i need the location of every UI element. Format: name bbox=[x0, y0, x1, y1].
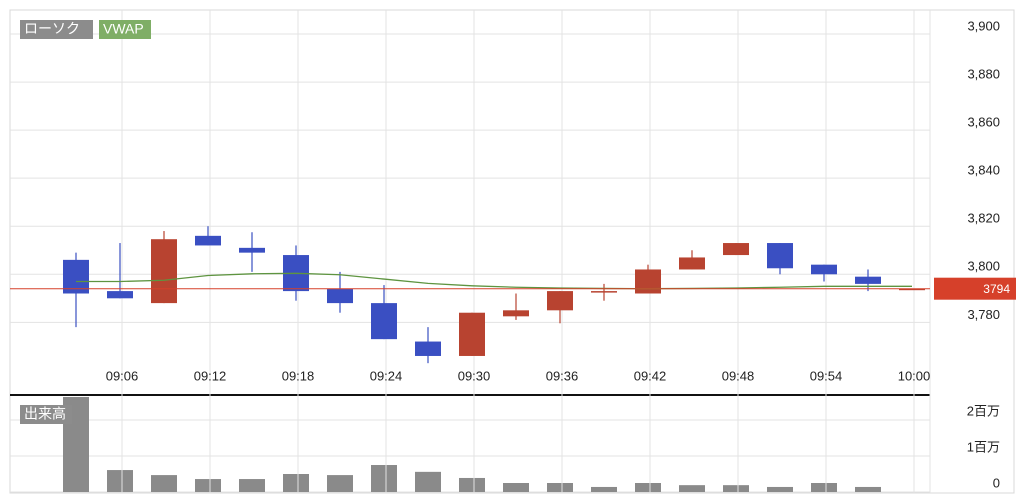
x-tick-label: 09:24 bbox=[370, 368, 403, 383]
legend-label: 出来高 bbox=[24, 406, 66, 422]
legend-box bbox=[20, 20, 93, 39]
volume-bar bbox=[767, 486, 793, 492]
y-tick-label: 3,780 bbox=[967, 307, 1000, 322]
volume-bar bbox=[723, 485, 749, 492]
volume-bar bbox=[371, 465, 397, 492]
candle-body bbox=[503, 310, 529, 317]
candle-body bbox=[679, 257, 705, 270]
legend-label: VWAP bbox=[103, 21, 144, 37]
volume-bar bbox=[107, 470, 133, 492]
volume-bar bbox=[811, 483, 837, 492]
candle-body bbox=[107, 291, 133, 299]
y-tick-label: 3,800 bbox=[967, 259, 1000, 274]
y-tick-label: 3,860 bbox=[967, 115, 1000, 130]
y-tick-label: 3,900 bbox=[967, 18, 1000, 33]
candle-body bbox=[591, 291, 617, 293]
volume-bar bbox=[635, 483, 661, 492]
y-tick-label: 2百万 bbox=[967, 403, 1000, 418]
candle-body bbox=[195, 235, 221, 246]
y-tick-label: 3,840 bbox=[967, 163, 1000, 178]
candle-body bbox=[635, 269, 661, 294]
x-tick-label: 09:12 bbox=[194, 368, 227, 383]
y-tick-label: 3,820 bbox=[967, 211, 1000, 226]
candle-body bbox=[811, 264, 837, 275]
candle-body bbox=[151, 239, 177, 304]
candle-body bbox=[327, 288, 353, 304]
x-tick-label: 09:36 bbox=[546, 368, 579, 383]
volume-bar bbox=[283, 474, 309, 492]
vwap-line bbox=[76, 272, 912, 290]
last-price-tag bbox=[934, 277, 1016, 300]
volume-bar bbox=[855, 486, 881, 492]
volume-bar bbox=[591, 486, 617, 492]
volume-bar bbox=[547, 483, 573, 492]
x-tick-label: 10:00 bbox=[898, 368, 931, 383]
candle-body bbox=[239, 247, 265, 253]
candle-body bbox=[855, 276, 881, 284]
last-price-label: 3794 bbox=[983, 282, 1010, 296]
volume-bar bbox=[151, 475, 177, 492]
legend-label: ローソク bbox=[24, 21, 80, 37]
volume-bar bbox=[415, 471, 441, 492]
candle-body bbox=[767, 243, 793, 269]
candle-body bbox=[899, 288, 925, 291]
frame bbox=[9, 9, 1015, 494]
volume-bar bbox=[679, 485, 705, 492]
x-tick-label: 09:18 bbox=[282, 368, 315, 383]
legend-box bbox=[20, 405, 72, 424]
y-tick-label: 1百万 bbox=[967, 439, 1000, 454]
volume-bar bbox=[459, 477, 485, 492]
legend-box bbox=[99, 20, 151, 39]
candle-body bbox=[63, 259, 89, 294]
y-tick-label: 3,880 bbox=[967, 67, 1000, 82]
x-tick-label: 09:06 bbox=[106, 368, 139, 383]
x-tick-label: 09:54 bbox=[810, 368, 843, 383]
candle-body bbox=[723, 243, 749, 256]
volume-bar bbox=[503, 483, 529, 492]
x-tick-label: 09:42 bbox=[634, 368, 667, 383]
x-tick-label: 09:30 bbox=[458, 368, 491, 383]
candle-body bbox=[547, 291, 573, 311]
y-tick-label: 0 bbox=[993, 475, 1000, 490]
volume-bar bbox=[195, 479, 221, 492]
candle-body bbox=[371, 303, 397, 340]
volume-bar bbox=[239, 479, 265, 492]
candle-body bbox=[459, 312, 485, 356]
volume-bar bbox=[327, 475, 353, 492]
x-tick-label: 09:48 bbox=[722, 368, 755, 383]
candle-body bbox=[415, 341, 441, 356]
